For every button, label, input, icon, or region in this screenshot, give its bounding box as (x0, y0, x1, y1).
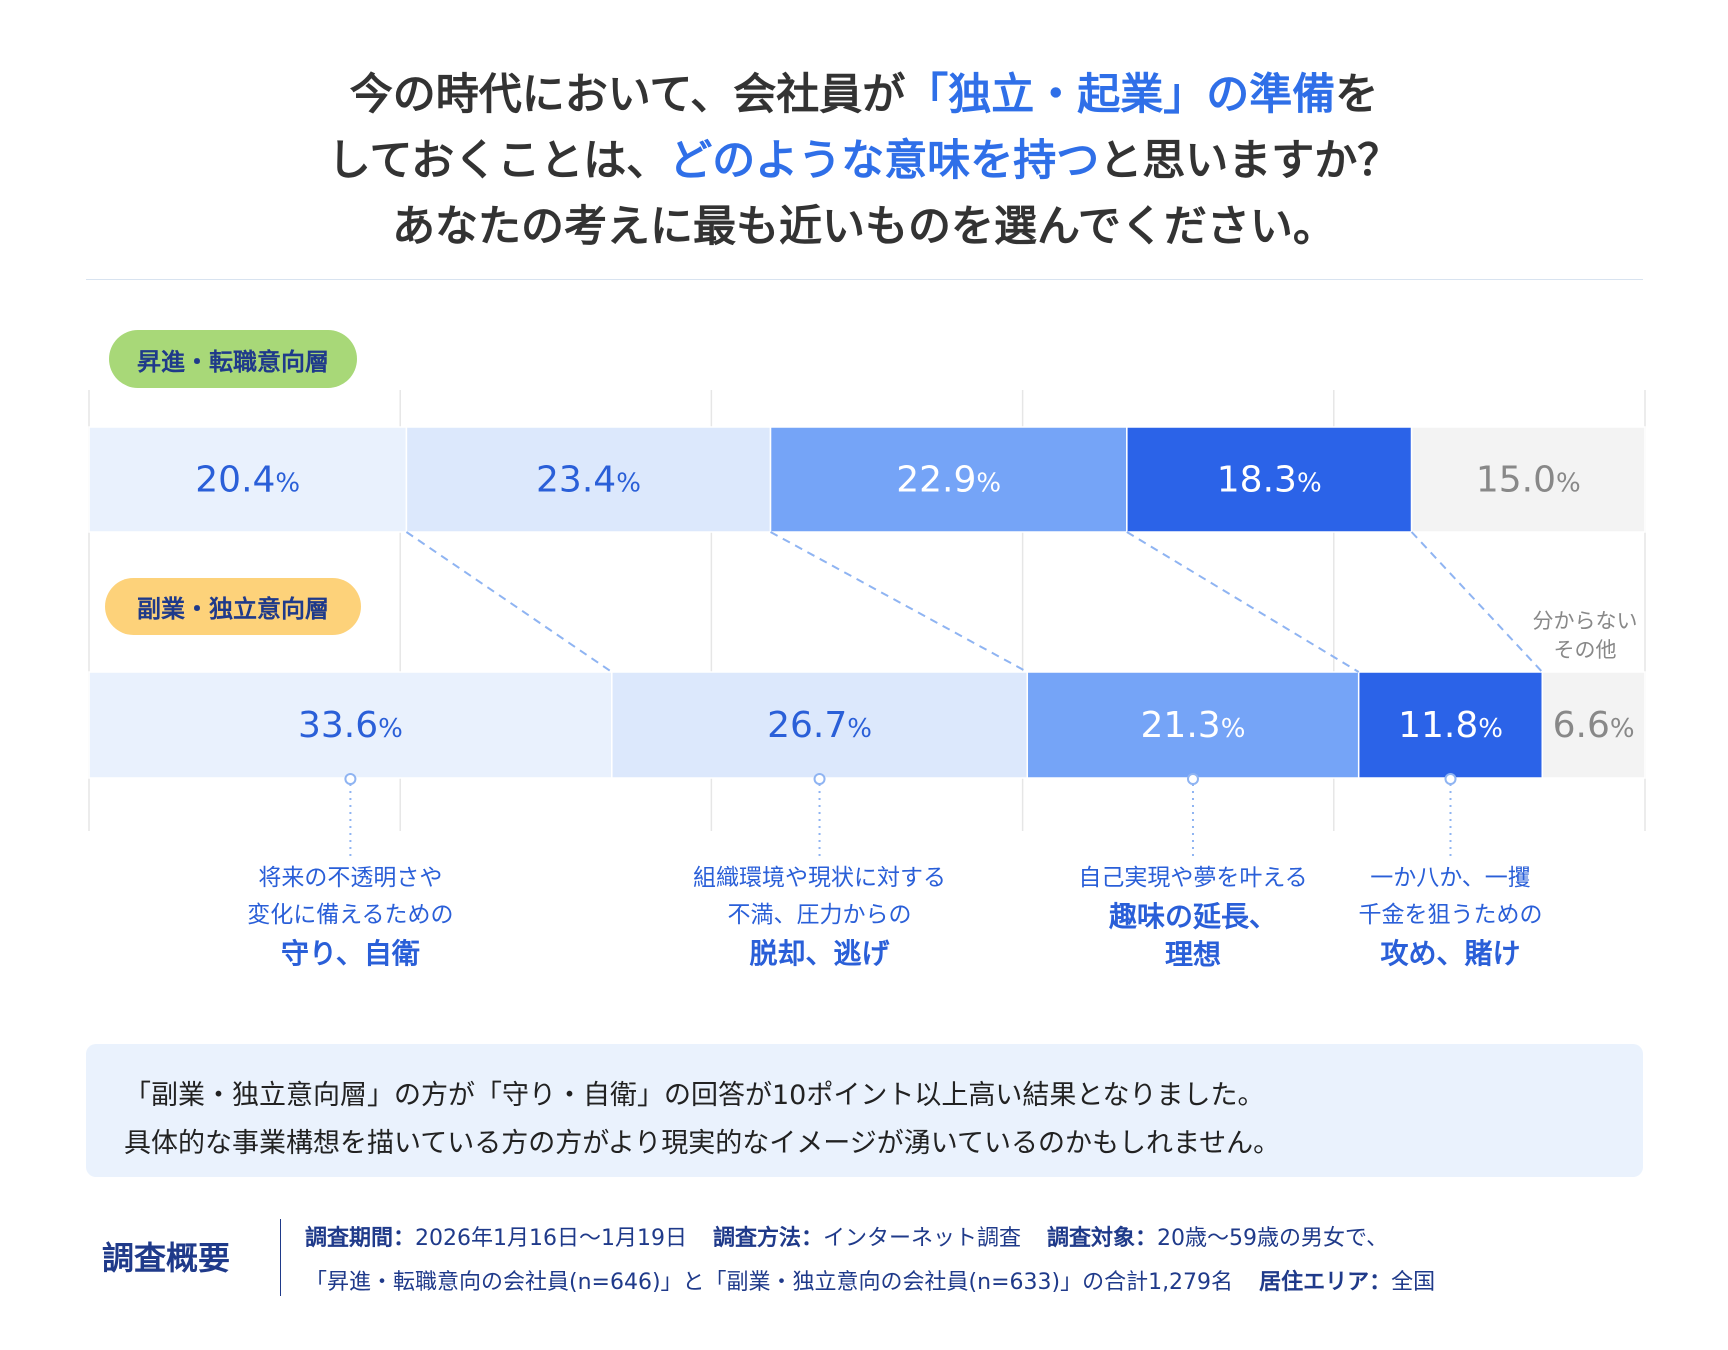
footer-divider (280, 1219, 281, 1296)
title-text: しておくことは、 (327, 136, 670, 186)
divider (86, 279, 1643, 280)
marker-dot (813, 773, 826, 785)
category-label: 将来の不透明さや (258, 865, 442, 891)
stacked-bar-chart: 20.4% 23.4% 22.9% 18.3% 15.0%33.6% 26.7% 21.3%… (88, 390, 1646, 971)
summary-note: 「副業・独立意向層」の方が「守り・自衛」の回答が10ポイント以上高い結果となりま… (86, 1044, 1643, 1177)
bar-segment (611, 671, 1029, 779)
category-label-bold: 理想 (1165, 938, 1221, 971)
bar-segment (769, 426, 1128, 533)
label: 居住エリア： (1259, 1270, 1392, 1295)
marker-dot (344, 773, 357, 785)
survey-heading: 調査概要 (102, 1239, 231, 1277)
value: 全国 (1391, 1270, 1436, 1295)
category-label-bold: 攻め、賭け (1380, 937, 1520, 970)
data-label: 11.8% (1398, 705, 1503, 746)
value: インターネット調査 (823, 1226, 1022, 1251)
label: 調査方法： (713, 1226, 824, 1251)
bar-segment (1357, 671, 1544, 779)
chart-title: 今の時代において、会社員が「独立・起業」の準備を しておくことは、どのような意味… (0, 62, 1728, 260)
category-label-bold: 脱却、逃げ (750, 937, 891, 970)
category-label-bold: 趣味の延長、 (1109, 900, 1277, 933)
title-highlight: 「独立・起業」の準備 (905, 70, 1336, 120)
title-text: 今の時代において、会社員が (349, 70, 906, 120)
title-text: あなたの考えに最も近いものを選んでください。 (392, 202, 1336, 252)
category-label: 自己実現や夢を叶える (1078, 865, 1307, 891)
title-text: と思いますか？ (1099, 136, 1401, 186)
label: 調査対象： (1047, 1226, 1158, 1251)
title-highlight: どのような意味を持つ (669, 136, 1100, 186)
category-label: 千金を狙うための (1359, 902, 1543, 928)
bar-segment (88, 426, 408, 533)
category-label: 分からない (1533, 609, 1638, 633)
data-label: 23.4% (536, 460, 641, 501)
category-label: 不満、圧力からの (728, 902, 912, 928)
label: 調査期間： (305, 1226, 416, 1251)
connector-line (1410, 531, 1544, 673)
survey-details: 調査期間：2026年1月16日〜1月19日 調査方法：インターネット調査 調査対象：… (305, 1217, 1435, 1305)
series-pill-promotion: 昇進・転職意向層 (109, 330, 357, 388)
marker-dot (1444, 773, 1457, 785)
data-label: 33.6% (298, 705, 403, 746)
title-text: を (1335, 70, 1379, 120)
bar-segment (1410, 426, 1646, 533)
note-line: 「副業・独立意向層」の方が「守り・自衛」の回答が10ポイント以上高い結果となりま… (124, 1080, 1265, 1111)
category-label: 変化に備えるための (247, 902, 453, 928)
connector-line (405, 531, 613, 673)
bar-segment (1541, 671, 1646, 779)
connector-line (1126, 531, 1360, 673)
category-label-bold: 守り、自衛 (281, 937, 420, 970)
connector-line (770, 531, 1028, 673)
bar-segment (405, 426, 772, 533)
value: 2026年1月16日〜1月19日 (415, 1226, 687, 1251)
value: 20歳〜59歳の男女で、 (1157, 1226, 1389, 1251)
note-line: 具体的な事業構想を描いている方の方がより現実的なイメージが湧いているのかもしれま… (124, 1128, 1281, 1159)
bar-segment (88, 671, 613, 779)
value: 「昇進・転職意向の会社員(n=646)」と「副業・独立意向の会社員(n=633)… (305, 1270, 1234, 1295)
category-label: 組織環境や現状に対する (693, 865, 946, 891)
category-label: その他 (1554, 638, 1617, 662)
category-label: 一か八か、一攫 (1370, 865, 1531, 891)
series-pill-side-business: 副業・独立意向層 (105, 578, 361, 635)
bar-segment (1126, 426, 1413, 533)
marker-dot (1186, 773, 1199, 785)
